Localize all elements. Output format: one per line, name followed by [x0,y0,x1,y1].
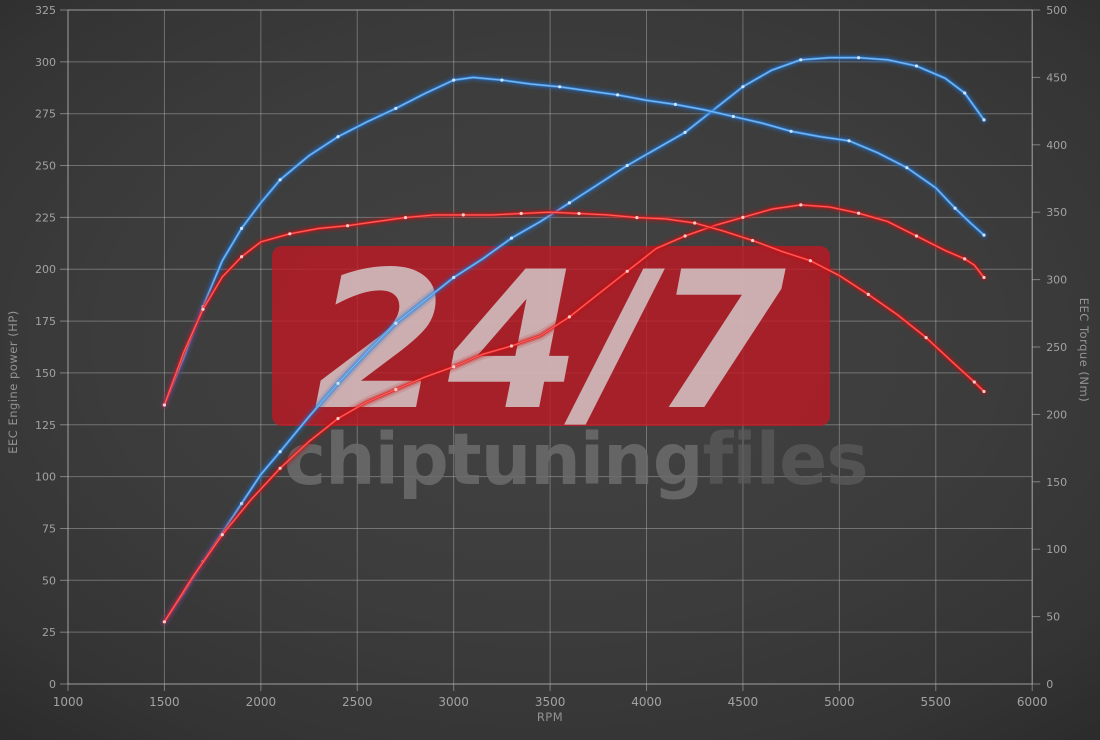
curve-point-dot [625,163,629,168]
left-tick-label: 125 [35,419,56,432]
x-tick-label: 6000 [1017,695,1048,709]
watermark-badge: 24/7 [272,246,830,437]
curve-point-dot [452,78,456,82]
curve-point-dot [278,466,282,470]
curve-point-dot [905,166,909,170]
x-tick-label: 2500 [342,695,373,709]
curve-point-dot [799,58,803,62]
left-tick-label: 0 [49,678,56,691]
right-tick-label: 50 [1046,611,1060,624]
curve-point-dot [683,130,687,134]
curve-point-dot [866,292,870,296]
curve-point-dot [924,336,928,340]
curve-point-dot [635,216,639,220]
curve-point-dot [741,85,745,89]
x-tick-label: 4500 [728,695,759,709]
curve-point-dot [394,106,398,110]
x-tick-label: 1000 [53,695,84,709]
x-tick-label: 4000 [631,695,662,709]
x-tick-label: 5500 [921,695,952,709]
curve-point-dot [240,255,244,259]
curve-point-dot [731,114,735,119]
curve-point-dot [972,380,976,384]
curve-point-dot [240,226,244,230]
curve-point-dot [461,213,465,217]
curve-point-dot [789,129,793,133]
right-tick-label: 500 [1046,4,1067,17]
curve-point-dot [519,211,523,216]
right-tick-label: 450 [1046,71,1067,84]
right-tick-label: 0 [1046,678,1053,691]
curve-point-dot [558,85,562,89]
curve-point-dot [847,139,851,143]
right-tick-label: 250 [1046,341,1067,354]
curve-point-dot [982,389,986,394]
curve-point-dot [162,620,166,624]
curve-point-dot [857,211,861,215]
right-axis-title: EEC Torque (Nm) [1077,298,1091,402]
curve-point-dot [741,215,745,219]
watermark-brand-bold: chiptuning [284,418,704,501]
left-tick-label: 175 [35,315,56,328]
curve-point-dot [162,403,166,407]
right-tick-label: 150 [1046,476,1067,489]
curve-point-dot [162,620,166,624]
right-tick-label: 300 [1046,274,1067,287]
curve-point-dot [336,135,340,139]
curve-point-dot [201,305,205,309]
right-tick-label: 350 [1046,206,1067,219]
curve-point-dot [914,234,919,238]
curve-point-dot [693,221,697,225]
x-tick-label: 1500 [149,695,180,709]
curve-point-dot [162,403,166,407]
x-tick-label: 2000 [246,695,277,709]
watermark-brand-light: files [702,418,869,501]
curve-point-dot [799,203,803,207]
x-tick-label: 3500 [535,695,566,709]
watermark-brand-text: chiptuningfiles [284,424,869,495]
left-tick-label: 300 [35,56,56,69]
curve-point-dot [982,233,986,237]
curve-point-dot [857,56,861,60]
left-tick-label: 150 [35,367,56,380]
curve-point-dot [577,211,581,216]
curve-point-dot [567,201,572,205]
left-tick-label: 200 [35,263,56,276]
curve-point-dot [288,232,292,236]
left-tick-label: 75 [42,522,56,535]
curve-point-dot [201,560,205,564]
curve-point-dot [616,93,620,97]
curve-point-dot [220,533,224,537]
curve-point-dot [914,64,919,68]
curve-point-dot [201,307,205,311]
x-tick-label: 3000 [438,695,469,709]
x-axis-title: RPM [537,710,563,724]
curve-point-dot [963,91,967,95]
curve-point-dot [953,206,957,210]
curve-point-dot [963,257,967,261]
left-tick-label: 50 [42,574,56,587]
left-tick-label: 325 [35,4,56,17]
curve-point-dot [403,216,408,220]
right-tick-label: 100 [1046,543,1067,556]
left-tick-label: 250 [35,160,56,173]
curve-point-dot [982,118,986,122]
curve-point-dot [673,102,678,106]
left-axis-title: EEC Engine power (HP) [6,310,20,454]
watermark-24-7-text: 24/7 [313,231,788,452]
right-tick-label: 200 [1046,408,1067,421]
x-tick-label: 5000 [824,695,855,709]
curve-point-dot [982,275,986,280]
left-tick-label: 275 [35,108,56,121]
curve-point-dot [500,78,504,82]
curve-point-dot [278,450,282,454]
curve-point-dot [240,502,244,506]
left-tick-label: 100 [35,471,56,484]
right-tick-label: 400 [1046,139,1067,152]
curve-point-dot [278,178,282,182]
left-tick-label: 25 [42,626,56,639]
left-tick-label: 225 [35,211,56,224]
curve-point-dot [346,224,350,228]
